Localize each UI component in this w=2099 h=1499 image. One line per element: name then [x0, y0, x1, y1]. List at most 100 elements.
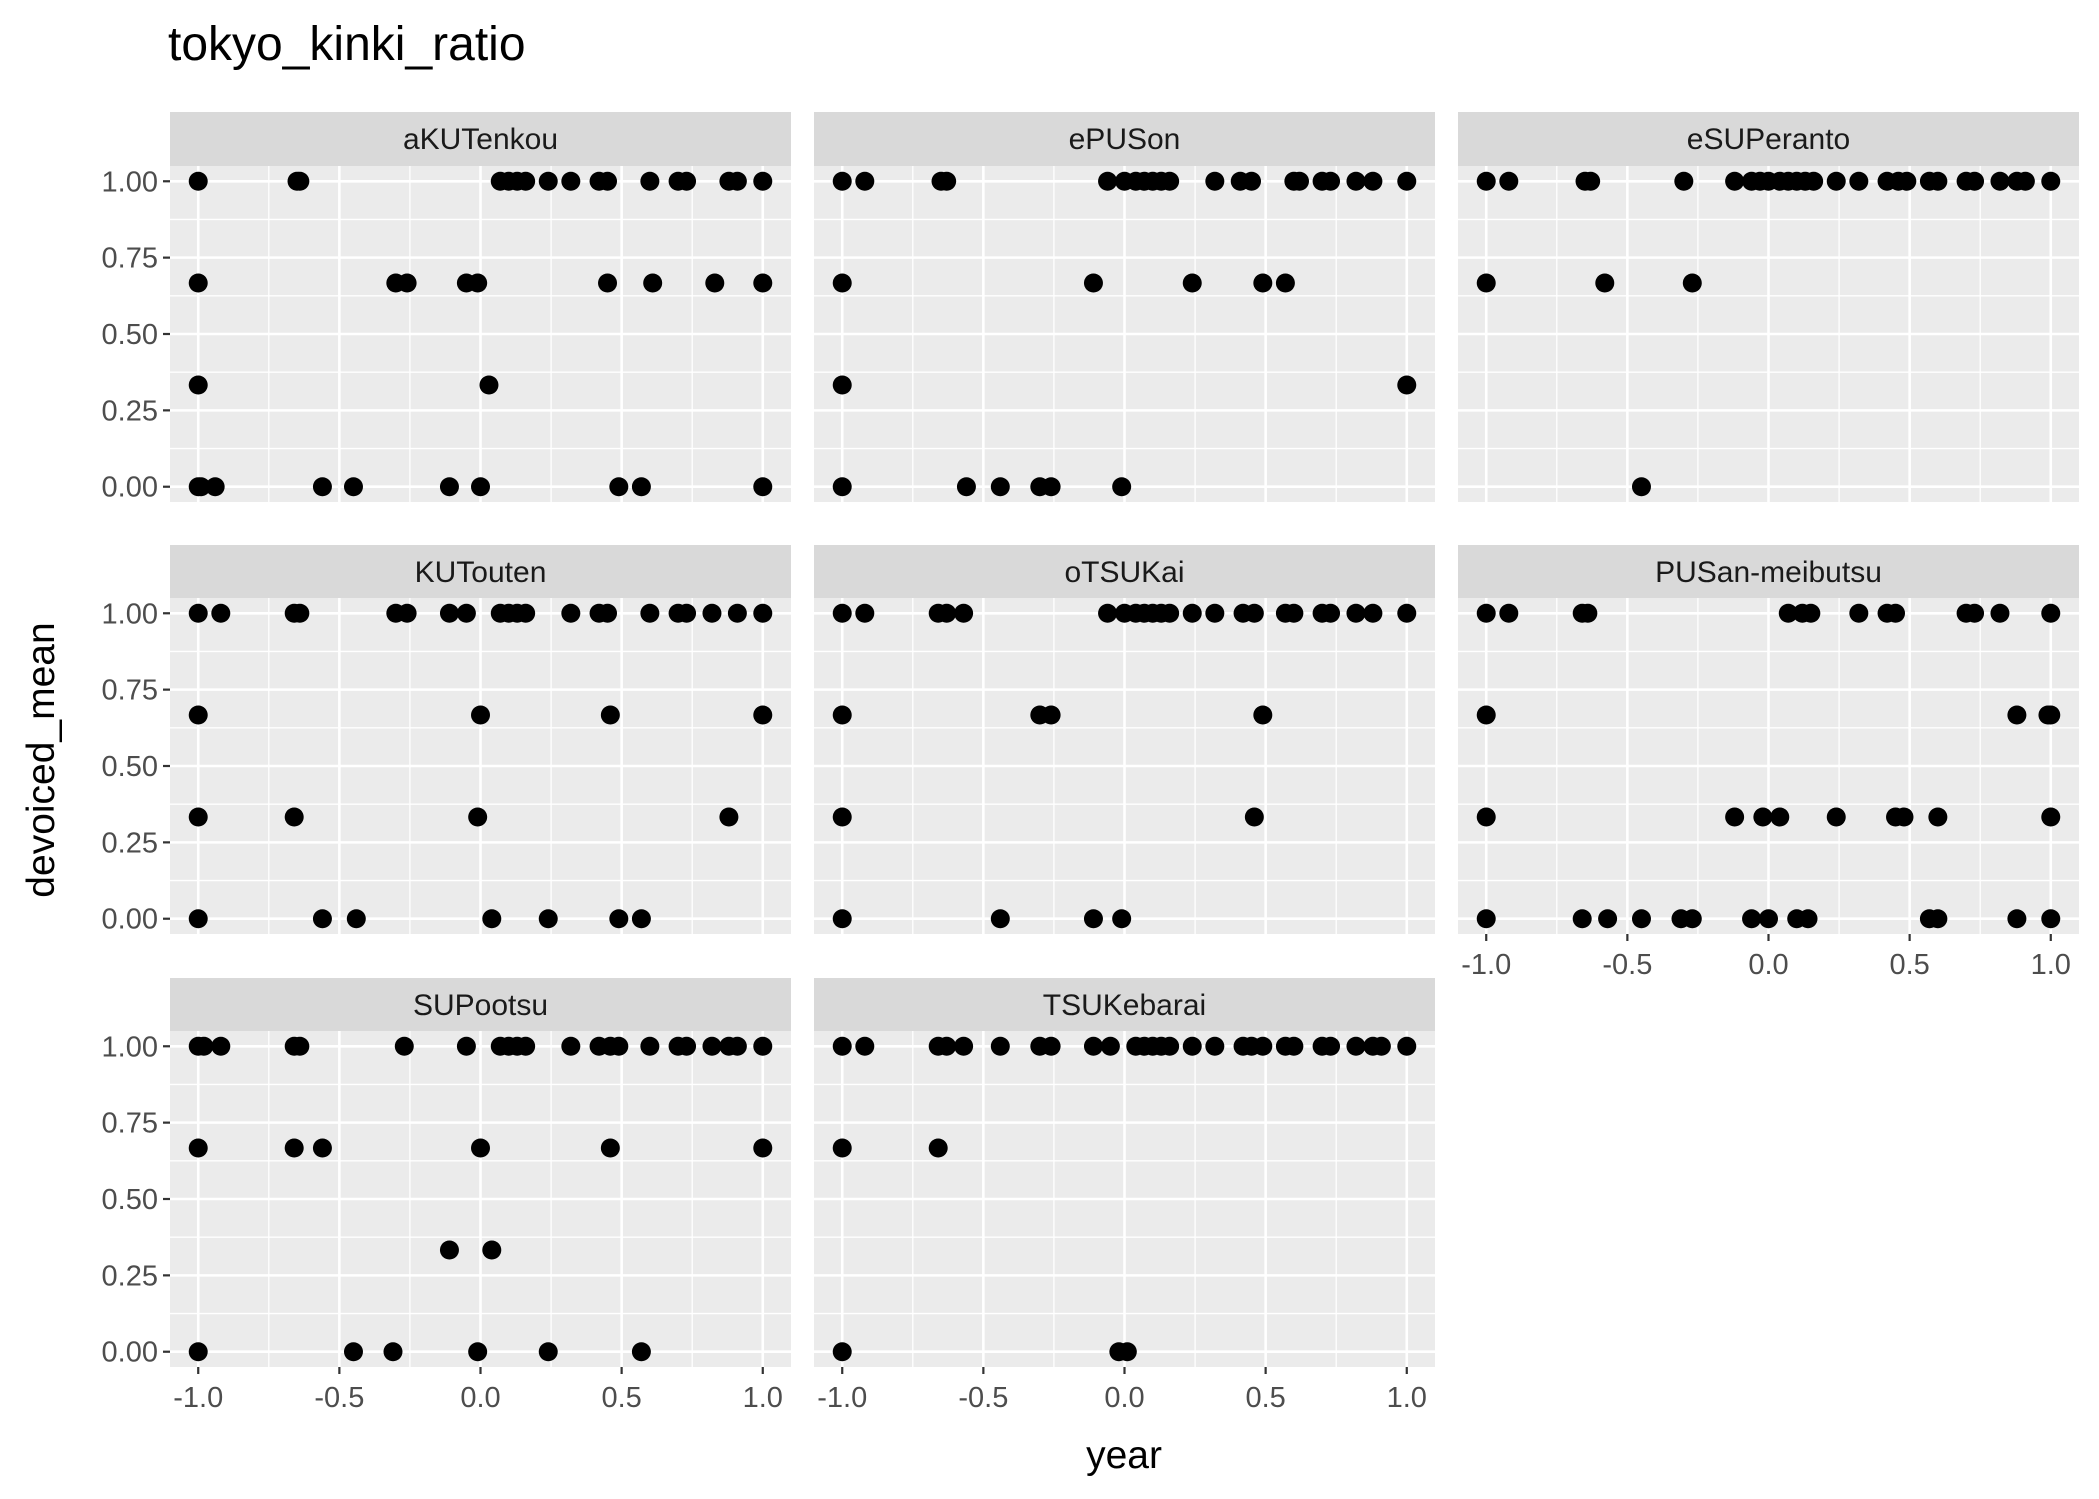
data-point	[439, 1240, 459, 1260]
data-point	[1499, 171, 1519, 191]
x-tick-label: -1.0	[173, 1382, 223, 1414]
facet-panel: TSUKebarai -1.0 -0.5 0.0 0.5 1.0	[814, 978, 1435, 1414]
data-point	[832, 807, 852, 827]
data-point	[1826, 171, 1846, 191]
data-point	[516, 1036, 536, 1056]
data-point	[1965, 603, 1985, 623]
data-point	[1595, 273, 1615, 293]
data-point	[343, 1342, 363, 1362]
data-point	[188, 1342, 208, 1362]
data-point	[482, 909, 502, 929]
data-point	[832, 273, 852, 293]
data-point	[2015, 171, 2035, 191]
data-point	[631, 477, 651, 497]
facet-panel: ePUSon	[814, 112, 1435, 502]
facet-strip-label: eSUPeranto	[1687, 123, 1850, 156]
data-point	[1284, 1036, 1304, 1056]
data-point	[1371, 1036, 1391, 1056]
data-point	[631, 1342, 651, 1362]
data-point	[383, 1342, 403, 1362]
data-point	[1801, 603, 1821, 623]
data-point	[727, 171, 747, 191]
data-point	[1572, 909, 1592, 929]
data-point	[1182, 1036, 1202, 1056]
data-point	[677, 1036, 697, 1056]
data-point	[855, 1036, 875, 1056]
data-point	[1346, 1036, 1366, 1056]
data-point	[516, 171, 536, 191]
data-point	[1397, 603, 1417, 623]
data-point	[832, 171, 852, 191]
facet-strip	[1458, 545, 2079, 599]
facet-strip	[1458, 112, 2079, 166]
data-point	[1990, 171, 2010, 191]
data-point	[284, 1138, 304, 1158]
data-point	[1083, 1036, 1103, 1056]
data-point	[482, 1240, 502, 1260]
data-point	[1798, 909, 1818, 929]
facet-strip-label: aKUTenkou	[403, 123, 558, 156]
facet-strip	[814, 112, 1435, 166]
data-point	[1253, 1036, 1273, 1056]
data-point	[640, 603, 660, 623]
x-tick-label: 1.0	[1387, 1382, 1427, 1414]
data-point	[832, 1036, 852, 1056]
data-point	[2041, 603, 2061, 623]
data-point	[1117, 1342, 1137, 1362]
data-point	[1284, 603, 1304, 623]
data-point	[290, 603, 310, 623]
data-point	[479, 375, 499, 395]
data-point	[1112, 477, 1132, 497]
data-point	[990, 477, 1010, 497]
data-point	[1674, 171, 1694, 191]
data-point	[1098, 171, 1118, 191]
data-point	[956, 477, 976, 497]
data-point	[598, 603, 618, 623]
data-point	[194, 1036, 214, 1056]
data-point	[1753, 807, 1773, 827]
data-point	[312, 909, 332, 929]
data-point	[832, 1342, 852, 1362]
data-point	[439, 603, 459, 623]
data-point	[1725, 807, 1745, 827]
facet-panel: oTSUKai	[814, 545, 1435, 934]
data-point	[456, 603, 476, 623]
data-point	[753, 603, 773, 623]
data-point	[1083, 909, 1103, 929]
data-point	[1826, 807, 1846, 827]
data-point	[468, 1342, 488, 1362]
data-point	[609, 1036, 629, 1056]
data-point	[1928, 807, 1948, 827]
data-point	[832, 909, 852, 929]
y-axis-title: devoiced_mean	[20, 622, 63, 897]
data-point	[727, 1036, 747, 1056]
x-tick-label: -0.5	[1602, 949, 1652, 981]
data-point	[631, 909, 651, 929]
data-point	[1182, 273, 1202, 293]
data-point	[1253, 273, 1273, 293]
data-point	[753, 1036, 773, 1056]
x-tick-label: 0.5	[1889, 949, 1929, 981]
data-point	[677, 603, 697, 623]
data-point	[561, 603, 581, 623]
y-tick-label: 0.25	[102, 1260, 158, 1292]
y-tick-label: 1.00	[102, 166, 158, 198]
x-tick-label: 1.0	[2031, 949, 2071, 981]
data-point	[188, 909, 208, 929]
y-tick-label: 1.00	[102, 598, 158, 630]
data-point	[1290, 171, 1310, 191]
facet-panels: aKUTenkou 0.00 0.25 0.50 0.75 1.00 ePUSon eSUPe…	[102, 112, 2079, 1414]
data-point	[832, 603, 852, 623]
facet-strip	[170, 978, 791, 1032]
data-point	[1578, 603, 1598, 623]
data-point	[705, 273, 725, 293]
data-point	[188, 171, 208, 191]
data-point	[1897, 171, 1917, 191]
facet-strip	[170, 112, 791, 166]
facet-panel: KUTouten 0.00 0.25 0.50 0.75 1.00	[102, 545, 791, 936]
data-point	[561, 1036, 581, 1056]
data-point	[1182, 603, 1202, 623]
data-point	[2041, 171, 2061, 191]
data-point	[2007, 705, 2027, 725]
